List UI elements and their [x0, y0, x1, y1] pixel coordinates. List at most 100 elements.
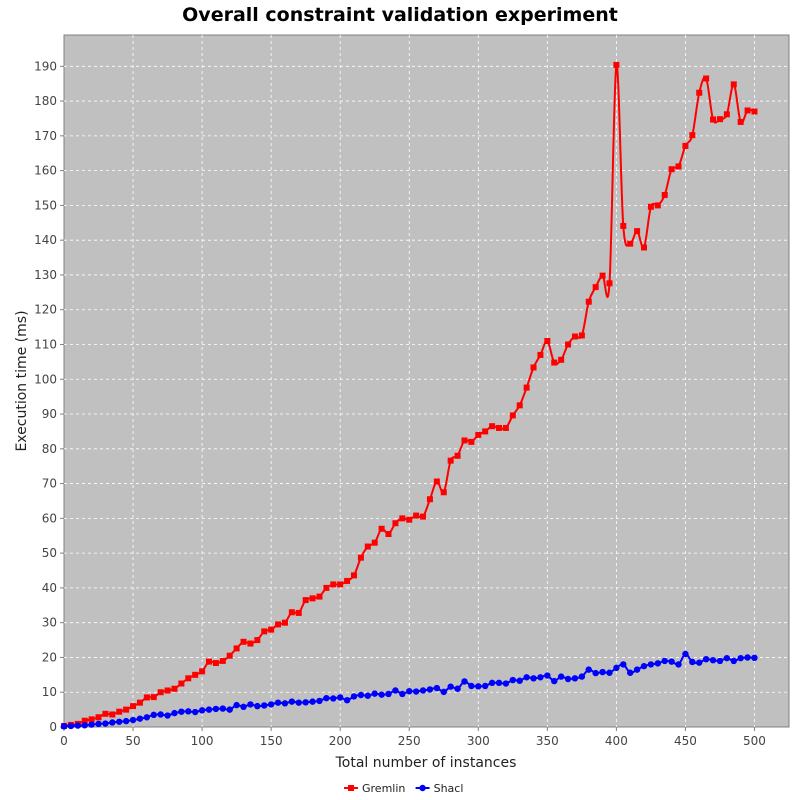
y-tick-label: 40	[42, 581, 57, 595]
data-point-shacl	[523, 674, 530, 681]
data-point-gremlin	[219, 657, 226, 664]
data-point-gremlin	[730, 81, 737, 88]
data-point-shacl	[136, 715, 144, 722]
data-point-shacl	[178, 708, 185, 715]
data-point-shacl	[640, 662, 648, 670]
data-point-gremlin	[136, 699, 143, 706]
data-point-shacl	[316, 697, 323, 705]
y-tick-label: 120	[34, 303, 57, 317]
data-point-shacl	[129, 716, 137, 724]
data-point-shacl	[537, 674, 544, 681]
data-point-gremlin	[468, 438, 475, 445]
series-gremlin	[61, 61, 758, 729]
data-point-gremlin	[281, 619, 288, 626]
data-point-gremlin	[641, 244, 647, 251]
data-point-gremlin	[95, 714, 102, 721]
data-point-gremlin	[682, 142, 689, 149]
legend-label-gremlin: Gremlin	[362, 782, 405, 795]
data-point-shacl	[544, 672, 551, 679]
data-point-shacl	[95, 720, 102, 728]
data-point-shacl	[516, 677, 523, 684]
series-layer	[60, 61, 758, 730]
data-point-shacl	[530, 675, 537, 682]
data-point-gremlin	[502, 424, 509, 431]
data-point-gremlin	[164, 687, 171, 694]
data-point-gremlin	[316, 593, 323, 600]
data-point-shacl	[488, 679, 496, 687]
data-point-shacl	[702, 655, 710, 663]
data-point-gremlin	[571, 333, 578, 340]
y-tick-label: 150	[34, 198, 57, 212]
data-point-shacl	[219, 705, 227, 712]
data-point-shacl	[205, 706, 213, 713]
data-point-shacl	[647, 661, 655, 668]
data-point-gremlin	[357, 554, 364, 561]
data-point-shacl	[495, 679, 503, 687]
data-point-shacl	[399, 690, 406, 698]
data-point-gremlin	[226, 652, 233, 659]
data-point-shacl	[212, 705, 220, 713]
data-point-gremlin	[351, 572, 357, 579]
data-point-shacl	[744, 654, 751, 661]
data-point-gremlin	[171, 685, 178, 692]
data-point-shacl	[675, 661, 682, 668]
data-point-gremlin	[475, 431, 482, 438]
data-point-shacl	[274, 699, 282, 706]
data-point-gremlin	[143, 694, 150, 701]
data-point-shacl	[696, 659, 703, 666]
data-point-gremlin	[530, 364, 537, 371]
data-point-shacl	[454, 685, 461, 692]
data-point-gremlin	[710, 116, 717, 123]
data-point-gremlin	[703, 75, 710, 82]
data-point-shacl	[385, 690, 392, 698]
data-point-gremlin	[433, 478, 440, 485]
data-point-gremlin	[516, 402, 523, 409]
y-tick-label: 30	[42, 616, 57, 630]
data-point-gremlin	[178, 680, 185, 687]
chart-title: Overall constraint validation experiment	[182, 4, 618, 26]
data-point-gremlin	[81, 717, 88, 724]
data-point-gremlin	[661, 191, 668, 198]
data-point-gremlin	[192, 671, 199, 678]
data-point-gremlin	[461, 437, 468, 444]
x-tick-label: 150	[260, 734, 283, 748]
data-point-gremlin	[323, 584, 330, 591]
x-tick-label: 0	[60, 734, 68, 748]
data-point-gremlin	[723, 111, 730, 118]
data-point-shacl	[599, 668, 606, 676]
data-point-gremlin	[337, 581, 344, 588]
data-point-gremlin	[606, 280, 613, 287]
y-tick-label: 190	[34, 59, 57, 73]
data-point-shacl	[378, 691, 385, 698]
x-tick-label: 100	[191, 734, 214, 748]
data-point-shacl	[461, 678, 468, 685]
data-point-gremlin	[392, 520, 399, 527]
data-point-shacl	[502, 680, 510, 687]
data-point-shacl	[557, 673, 565, 680]
x-tick-label: 250	[398, 734, 421, 748]
data-point-gremlin	[295, 609, 302, 616]
data-point-gremlin	[482, 428, 489, 435]
data-point-gremlin	[385, 531, 392, 538]
data-point-gremlin	[206, 658, 212, 665]
data-point-gremlin	[116, 708, 123, 715]
data-point-gremlin	[634, 228, 641, 235]
data-point-gremlin	[309, 595, 316, 602]
data-point-shacl	[164, 712, 171, 719]
y-tick-label: 180	[34, 94, 57, 108]
data-point-shacl	[468, 682, 475, 690]
data-point-shacl	[737, 654, 744, 662]
data-point-shacl	[564, 675, 572, 683]
data-point-shacl	[613, 664, 620, 672]
data-point-gremlin	[406, 516, 413, 523]
data-point-gremlin	[261, 628, 268, 635]
data-point-shacl	[592, 669, 599, 677]
legend-item-shacl: Shacl	[415, 782, 463, 795]
data-point-shacl	[336, 694, 344, 701]
x-tick-label: 50	[125, 734, 140, 748]
data-point-shacl	[60, 723, 68, 730]
data-point-shacl	[247, 701, 254, 708]
legend-item-gremlin: Gremlin	[344, 782, 405, 795]
data-point-shacl	[171, 709, 178, 717]
